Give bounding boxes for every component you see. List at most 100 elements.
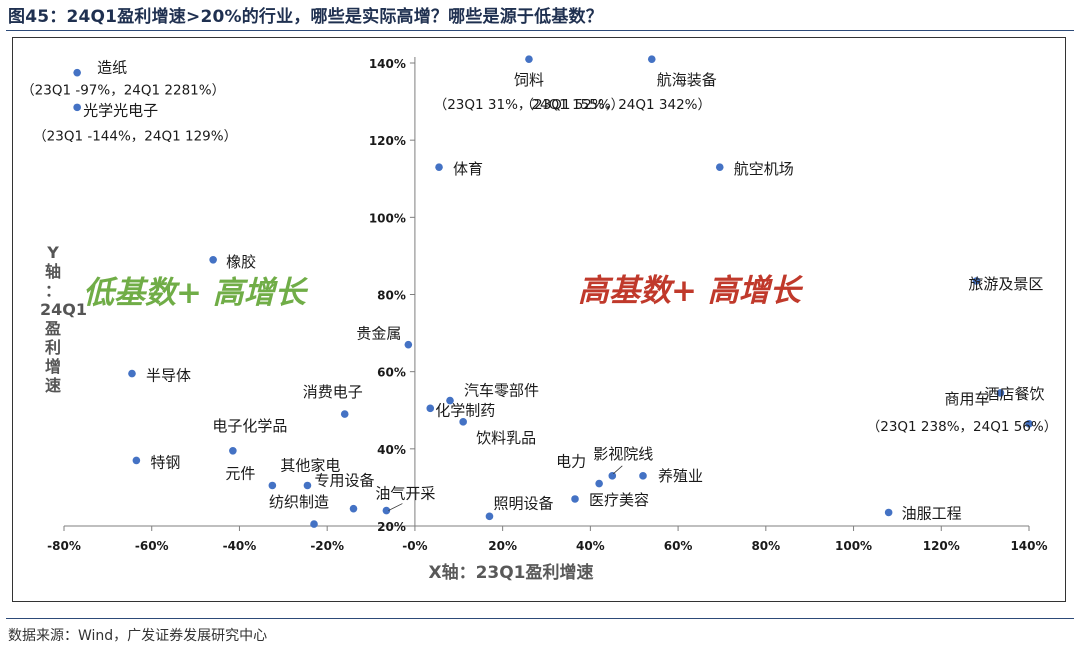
point-label: 半导体 (146, 367, 191, 385)
y-axis-title-char: Y (47, 243, 59, 262)
data-point (349, 504, 358, 513)
y-axis-title-char: 利 (44, 338, 61, 357)
data-point (128, 369, 136, 378)
data-point (996, 389, 1005, 397)
data-point (303, 481, 312, 490)
point-label: 电力 (556, 453, 586, 471)
data-point (132, 456, 141, 465)
figure-title: 图45：24Q1盈利增速>20%的行业，哪些是实际高增？哪些是源于低基数？ (8, 7, 603, 27)
point-note: （23Q1 238%，24Q1 56%） (867, 419, 1057, 435)
point-label: 体育 (453, 160, 483, 178)
scatter-plot: -80% -60% -40% -20% -0% 20% 40% 60% 80% 100% 120% 1… (21, 55, 1057, 583)
point-label: 其他家电 (280, 456, 340, 474)
data-point (595, 479, 603, 488)
quadrant-label-low-base: 低基数+ 高增长 (83, 275, 309, 311)
point-label: 照明设备 (493, 494, 553, 512)
x-axis-title: X轴：23Q1盈利增速 (428, 562, 593, 583)
data-point (485, 512, 494, 521)
x-tick-label: 40% (576, 539, 605, 553)
data-point (73, 68, 81, 77)
data-point (459, 418, 467, 426)
data-point (525, 55, 533, 63)
data-point (73, 103, 81, 112)
point-label: 化学制药 (435, 401, 495, 419)
data-point (382, 506, 391, 515)
point-note: （23Q1 31%，24Q1 155%） (434, 97, 624, 113)
axes-group: -80% -60% -40% -20% -0% 20% 40% 60% 80% 100% 120% 1… (47, 57, 1048, 553)
point-label: 橡胶 (226, 253, 256, 271)
x-tick-label: 120% (923, 539, 960, 553)
data-point (715, 163, 724, 171)
data-point (1025, 419, 1033, 428)
point-note: （23Q1 52%，24Q1 342%） (521, 97, 711, 113)
x-tick-label: -80% (47, 539, 81, 553)
data-point (884, 508, 893, 517)
y-axis-title-char: 盈 (44, 319, 61, 338)
data-point (310, 520, 318, 528)
point-label: 影视院线 (593, 445, 653, 463)
y-axis-title-char: 增 (44, 357, 61, 376)
point-label: 光学光电子 (83, 101, 158, 119)
x-tick-label: 140% (1010, 539, 1047, 553)
point-label: 饲料 (514, 71, 544, 89)
point-label: 航空机场 (734, 160, 794, 178)
data-point (426, 404, 435, 413)
point-label: 饮料乳品 (476, 429, 536, 447)
data-points-group (73, 55, 1033, 528)
point-label: 贵金属 (356, 325, 401, 343)
data-point (209, 255, 217, 264)
point-label: 专用设备 (314, 472, 374, 490)
leader-line (388, 503, 403, 511)
point-label: 元件 (225, 464, 255, 482)
data-point (404, 340, 413, 349)
quadrant-labels-group: 低基数+ 高增长 高基数+ 高增长 (83, 273, 804, 311)
leader-line (613, 465, 623, 475)
y-axis-title: Y 轴： 24Q1 盈利增速 (40, 243, 87, 395)
y-tick-label: 40% (377, 443, 406, 457)
data-point (340, 410, 349, 418)
leader-line (972, 278, 981, 284)
data-point (647, 55, 656, 63)
source-note: 数据来源：Wind，广发证券发展研究中心 (8, 628, 268, 644)
point-label: 旅游及景区 (968, 275, 1043, 293)
point-label: 养殖业 (658, 467, 703, 485)
point-label: 特钢 (150, 453, 180, 471)
point-label: 电子化学品 (212, 417, 287, 435)
point-label: 造纸 (97, 59, 127, 77)
y-axis-title-char: ： (44, 281, 61, 300)
y-tick-label: 20% (377, 520, 406, 534)
point-note: （23Q1 -97%，24Q1 2281%） (21, 83, 225, 99)
x-tick-label: -0% (402, 539, 427, 553)
data-point (608, 472, 617, 480)
point-label: 汽车零部件 (464, 382, 539, 400)
chart-frame: -80% -60% -40% -20% -0% 20% 40% 60% 80% 100% 120% 1… (12, 37, 1066, 602)
point-label: 医疗美容 (589, 491, 649, 509)
quadrant-label-high-base: 高基数+ 高增长 (578, 273, 804, 309)
point-label: 酒店餐饮 (984, 385, 1044, 403)
data-point (571, 495, 579, 503)
x-tick-label: -60% (135, 539, 169, 553)
y-axis-title-char: 24Q1 (40, 300, 87, 319)
title-divider (6, 30, 1074, 31)
x-tick-label: 100% (835, 539, 872, 553)
x-tick-label: -40% (223, 539, 257, 553)
data-point (435, 163, 443, 171)
data-point (229, 446, 237, 455)
source-divider (6, 618, 1074, 619)
y-tick-label: 140% (369, 57, 406, 71)
y-tick-label: 80% (377, 289, 406, 303)
y-tick-label: 120% (369, 134, 406, 148)
y-axis-title-char: 轴 (44, 262, 61, 281)
y-axis-title-char: 速 (44, 376, 61, 395)
point-label: 商用车 (944, 390, 989, 408)
point-labels-group: 造纸 （23Q1 -97%，24Q1 2281%） 光学光电子 （23Q1 -144%… (21, 59, 1057, 523)
x-tick-label: 80% (751, 539, 780, 553)
point-label: 油服工程 (902, 504, 962, 522)
point-label: 纺织制造 (269, 493, 329, 511)
data-point (268, 481, 277, 490)
x-tick-label: 20% (488, 539, 517, 553)
x-tick-label: 60% (664, 539, 693, 553)
x-tick-label: -20% (310, 539, 344, 553)
data-point (446, 396, 454, 405)
point-label: 消费电子 (303, 383, 363, 401)
